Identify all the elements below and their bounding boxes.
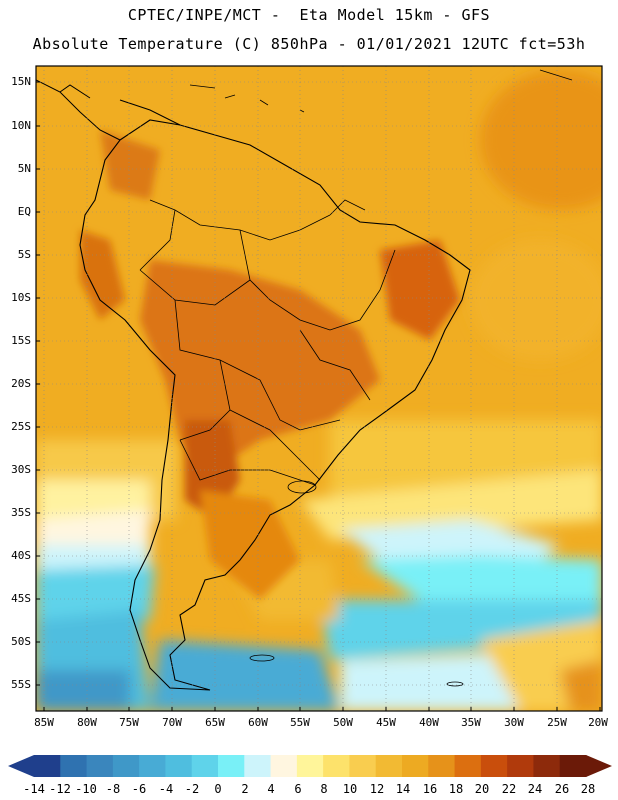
colorbar-cell (112, 755, 140, 777)
colorbar-label: 12 (369, 782, 385, 796)
lon-label: 80W (77, 716, 97, 729)
lon-label: 45W (376, 716, 396, 729)
lat-label: 10S (11, 291, 31, 304)
colorbar-cell (454, 755, 482, 777)
colorbar-label: 4 (267, 782, 275, 796)
colorbar-label: 22 (501, 782, 517, 796)
colorbar-cell (507, 755, 534, 777)
colorbar-cell (349, 755, 377, 777)
colorbar-label: 26 (554, 782, 570, 796)
lon-label: 50W (333, 716, 353, 729)
lat-label: 50S (11, 635, 31, 648)
lat-label: 55S (11, 678, 31, 691)
colorbar-label: 28 (580, 782, 596, 796)
colorbar-cell (60, 755, 88, 777)
lon-label: 30W (504, 716, 524, 729)
colorbar-left-arrow (8, 755, 34, 777)
lat-label: 40S (11, 549, 31, 562)
lon-label: 55W (290, 716, 310, 729)
lat-label: 15N (11, 75, 31, 88)
lat-label: EQ (17, 205, 31, 218)
colorbar-cell (428, 755, 456, 777)
colorbar-label: -10 (75, 782, 97, 796)
lon-label: 40W (419, 716, 439, 729)
colorbar-cell (165, 755, 193, 777)
field-se-orange (560, 660, 602, 711)
south-america-outline (79, 119, 471, 691)
lon-label: 20W (588, 716, 608, 729)
colorbar-label: 24 (527, 782, 543, 796)
colorbar-cell (323, 755, 350, 777)
colorbar-cell (86, 755, 114, 777)
lon-label: 70W (162, 716, 182, 729)
colorbar (8, 755, 612, 777)
rio-de-la-plata (287, 480, 317, 494)
colorbar-label: 14 (395, 782, 411, 796)
falkland-islands (249, 654, 275, 662)
lat-label: 20S (11, 377, 31, 390)
colorbar-cells (34, 755, 587, 777)
colorbar-cell (480, 755, 508, 777)
map-frame (35, 65, 603, 712)
lat-label: 5S (17, 248, 31, 261)
colorbar-right-arrow (586, 755, 612, 777)
colorbar-label: 20 (474, 782, 490, 796)
field-drake-blue (150, 640, 340, 711)
colorbar-label: -12 (49, 782, 71, 796)
lat-label: 15S (11, 334, 31, 347)
colorbar-label: -4 (158, 782, 174, 796)
lon-label: 35W (461, 716, 481, 729)
colorbar-cell (402, 755, 429, 777)
colorbar-cell (296, 755, 324, 777)
lat-label: 35S (11, 506, 31, 519)
colorbar-cell (270, 755, 298, 777)
field-patagonia-warm (200, 490, 300, 600)
colorbar-label: 2 (241, 782, 249, 796)
colorbar-label: -14 (23, 782, 45, 796)
colorbar-cell (218, 755, 245, 777)
colorbar-label: -6 (131, 782, 147, 796)
field-ne-atlantic (480, 70, 602, 210)
field-e-atlantic (470, 240, 602, 360)
colorbar-cell (533, 755, 561, 777)
colorbar-label: -8 (105, 782, 121, 796)
lon-label: 25W (547, 716, 567, 729)
field-atlantic-cyan (360, 555, 602, 600)
colorbar-label: 6 (294, 782, 302, 796)
colorbar-cell (244, 755, 272, 777)
temperature-field (36, 66, 602, 711)
colorbar-label: 16 (422, 782, 438, 796)
colorbar-label: 18 (448, 782, 464, 796)
colorbar-cell (375, 755, 403, 777)
colorbar-label: 8 (320, 782, 328, 796)
caribbean-islands (189, 69, 573, 113)
lat-label: 5N (17, 162, 31, 175)
colorbar-label: -2 (184, 782, 200, 796)
field-sw-deep-blue (36, 670, 130, 711)
lon-label: 65W (205, 716, 225, 729)
field-atlantic-pale (300, 470, 602, 540)
colorbar-cell (34, 755, 61, 777)
lat-label: 10N (11, 119, 31, 132)
field-pacific-cream (36, 510, 150, 555)
central-america-outline (36, 79, 181, 141)
colorbar-cell (139, 755, 166, 777)
colorbar-cell (559, 755, 587, 777)
lon-label: 60W (248, 716, 268, 729)
lat-label: 25S (11, 420, 31, 433)
axis-ticks (36, 81, 601, 711)
lon-label: 85W (34, 716, 54, 729)
title-line-1: CPTEC/INPE/MCT - Eta Model 15km - GFS (127, 6, 491, 24)
lat-label: 30S (11, 463, 31, 476)
colorbar-label: 10 (342, 782, 358, 796)
lat-label: 45S (11, 592, 31, 605)
colorbar-label: 0 (214, 782, 222, 796)
colorbar-cell (191, 755, 219, 777)
title-line-2: Absolute Temperature (C) 850hPa - 01/01/… (32, 35, 586, 53)
field-andes-n (80, 230, 125, 320)
south-georgia (446, 681, 464, 687)
lon-label: 75W (119, 716, 139, 729)
field-ne-brazil-hot (380, 240, 460, 340)
